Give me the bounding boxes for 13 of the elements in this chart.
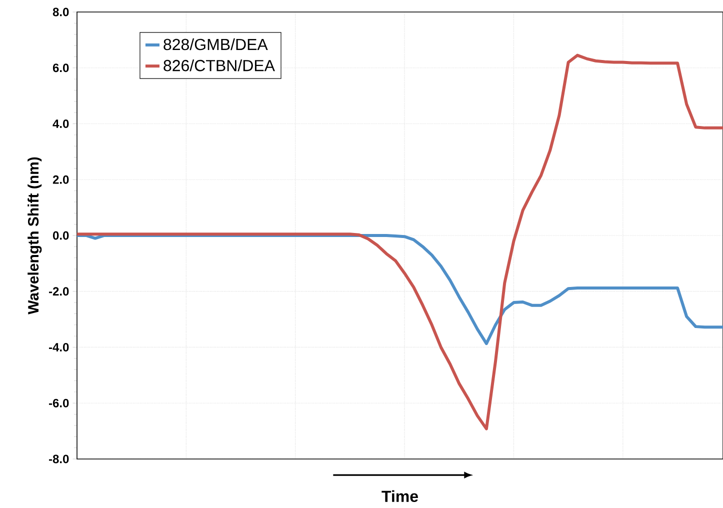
x-axis-title: Time — [382, 490, 418, 502]
legend-label: 826/CTBN/DEA — [164, 60, 275, 72]
y-tick-label: -6.0 — [49, 398, 69, 408]
y-tick-label: -8.0 — [49, 454, 69, 464]
y-tick-label: -2.0 — [49, 287, 69, 296]
y-tick-label: 4.0 — [52, 120, 69, 128]
y-tick-label: 2.0 — [52, 175, 69, 184]
y-axis-title: Wavelength Shift (nm) — [28, 157, 42, 314]
y-tick-label: 6.0 — [52, 64, 69, 72]
y-tick-label: 8.0 — [52, 8, 69, 16]
y-tick-label: 0.0 — [52, 231, 69, 240]
legend-label: 828/GMB/DEA — [164, 38, 268, 50]
y-tick-label: -4.0 — [49, 342, 69, 352]
